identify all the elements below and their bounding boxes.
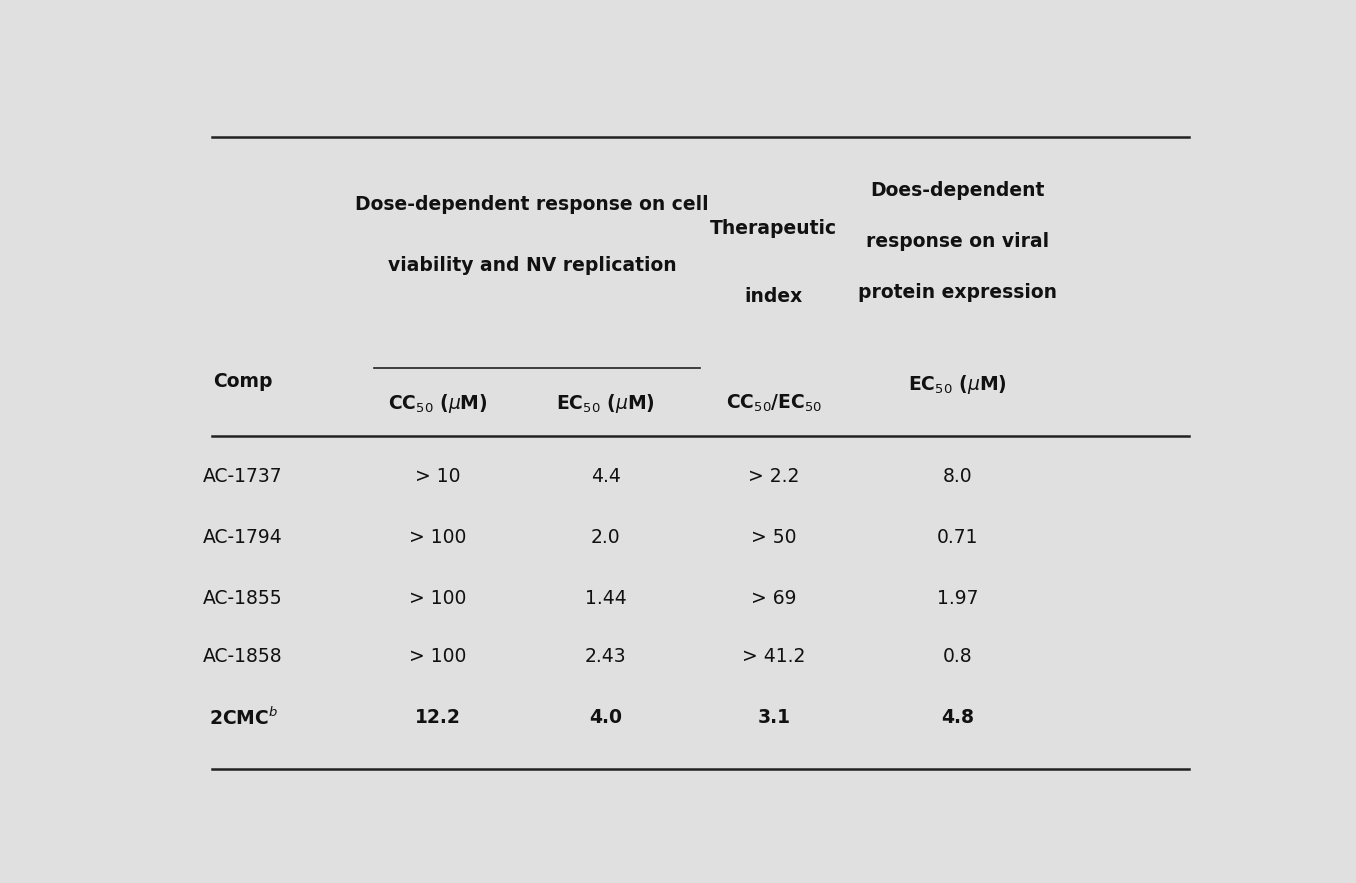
Text: 4.4: 4.4: [591, 467, 621, 486]
Text: 3.1: 3.1: [757, 708, 791, 728]
Text: EC$_{50}$ ($\mu$M): EC$_{50}$ ($\mu$M): [909, 374, 1008, 396]
Text: > 41.2: > 41.2: [742, 647, 805, 666]
Text: 2CMC$^{b}$: 2CMC$^{b}$: [209, 706, 278, 729]
Text: Dose-dependent response on cell: Dose-dependent response on cell: [355, 195, 709, 214]
Text: index: index: [744, 287, 803, 306]
Text: AC-1737: AC-1737: [203, 467, 283, 486]
Text: 0.8: 0.8: [942, 647, 972, 666]
Text: AC-1855: AC-1855: [203, 589, 283, 608]
Text: 4.0: 4.0: [589, 708, 622, 728]
Text: 12.2: 12.2: [415, 708, 461, 728]
Text: 8.0: 8.0: [942, 467, 972, 486]
Text: > 10: > 10: [415, 467, 460, 486]
Text: EC$_{50}$ ($\mu$M): EC$_{50}$ ($\mu$M): [556, 391, 655, 415]
Text: CC$_{50}$/EC$_{50}$: CC$_{50}$/EC$_{50}$: [725, 392, 822, 414]
Text: > 2.2: > 2.2: [749, 467, 800, 486]
Text: response on viral: response on viral: [866, 232, 1050, 252]
Text: AC-1794: AC-1794: [203, 528, 283, 547]
Text: viability and NV replication: viability and NV replication: [388, 256, 677, 275]
Text: > 69: > 69: [751, 589, 796, 608]
Text: Therapeutic: Therapeutic: [711, 219, 838, 238]
Text: Comp: Comp: [213, 372, 273, 391]
Text: > 100: > 100: [408, 528, 466, 547]
Text: protein expression: protein expression: [858, 283, 1058, 303]
Text: > 50: > 50: [751, 528, 796, 547]
Text: 0.71: 0.71: [937, 528, 979, 547]
Text: 1.44: 1.44: [584, 589, 626, 608]
Text: 1.97: 1.97: [937, 589, 979, 608]
Text: 2.43: 2.43: [584, 647, 626, 666]
Text: > 100: > 100: [408, 589, 466, 608]
Text: Does-dependent: Does-dependent: [871, 181, 1045, 200]
Text: 4.8: 4.8: [941, 708, 974, 728]
Text: AC-1858: AC-1858: [203, 647, 283, 666]
Text: 2.0: 2.0: [591, 528, 621, 547]
Text: CC$_{50}$ ($\mu$M): CC$_{50}$ ($\mu$M): [388, 391, 487, 415]
Text: > 100: > 100: [408, 647, 466, 666]
